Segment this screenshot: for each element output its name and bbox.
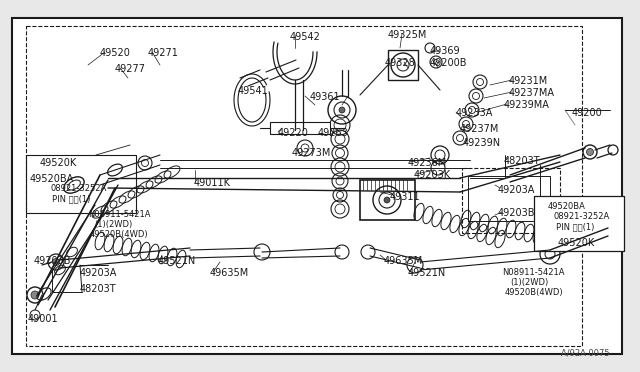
Text: 49277: 49277 (115, 64, 146, 74)
Text: 49520B(4WD): 49520B(4WD) (90, 230, 148, 239)
Text: 49520K: 49520K (558, 238, 595, 248)
Text: 49521N: 49521N (408, 268, 446, 278)
Text: 49520B(4WD): 49520B(4WD) (505, 288, 564, 297)
Text: 49203A: 49203A (498, 185, 536, 195)
Text: 49542: 49542 (290, 32, 321, 42)
Text: 49328: 49328 (385, 58, 416, 68)
Text: 49233A: 49233A (456, 108, 493, 118)
Text: 49369: 49369 (430, 46, 461, 56)
Text: 49521N: 49521N (158, 256, 196, 266)
Text: 08921-3252A: 08921-3252A (554, 212, 611, 221)
Text: N08911-5421A: N08911-5421A (502, 268, 564, 277)
Bar (26, 26, 582, 346)
Text: 49220: 49220 (278, 128, 309, 138)
Text: 49325M: 49325M (388, 30, 428, 40)
Text: 49203A: 49203A (80, 268, 117, 278)
Text: 49541: 49541 (238, 86, 269, 96)
Text: 49635M: 49635M (384, 256, 423, 266)
Circle shape (31, 291, 39, 299)
Circle shape (52, 259, 60, 266)
Text: 49361: 49361 (310, 92, 340, 102)
Text: (1)(2WD): (1)(2WD) (94, 220, 132, 229)
Text: 49311: 49311 (390, 192, 420, 202)
Text: 49271: 49271 (148, 48, 179, 58)
Text: 49011K: 49011K (194, 178, 231, 188)
Bar (468, 176, 550, 221)
Text: PIN ピン(1): PIN ピン(1) (556, 222, 595, 231)
Bar (462, 168, 560, 233)
Text: 49520: 49520 (100, 48, 131, 58)
Text: 49231M: 49231M (509, 76, 548, 86)
Text: 49273M: 49273M (292, 148, 332, 158)
Text: 08921-3252A: 08921-3252A (50, 184, 106, 193)
Bar (534, 196, 624, 251)
Bar (26, 155, 136, 213)
Text: 49203K: 49203K (414, 170, 451, 180)
Text: 49520BA: 49520BA (548, 202, 586, 211)
Text: PIN ピン(1): PIN ピン(1) (52, 194, 90, 203)
Text: 49239N: 49239N (463, 138, 501, 148)
Text: 49520K: 49520K (40, 158, 77, 168)
Text: 49200: 49200 (572, 108, 603, 118)
Circle shape (339, 107, 345, 113)
Text: 49203B: 49203B (34, 256, 72, 266)
Text: 49236M: 49236M (408, 158, 447, 168)
Text: 48203T: 48203T (504, 156, 541, 166)
Text: 49237MA: 49237MA (509, 88, 555, 98)
Text: N08911-5421A: N08911-5421A (88, 210, 150, 219)
Text: 49200B: 49200B (430, 58, 467, 68)
Text: A/92A 0075: A/92A 0075 (561, 349, 610, 358)
Bar (360, 180, 415, 220)
Text: (1)(2WD): (1)(2WD) (510, 278, 548, 287)
Bar (270, 122, 330, 134)
Circle shape (586, 148, 593, 155)
Text: 49263: 49263 (318, 128, 349, 138)
Text: 49001: 49001 (28, 314, 59, 324)
Text: 49239MA: 49239MA (504, 100, 550, 110)
Circle shape (384, 197, 390, 203)
Text: 49635M: 49635M (210, 268, 249, 278)
Text: 49237M: 49237M (460, 124, 499, 134)
Text: 49203B: 49203B (498, 208, 536, 218)
Text: 49520BA: 49520BA (30, 174, 74, 184)
Bar (388, 50, 418, 80)
Text: 48203T: 48203T (80, 284, 116, 294)
